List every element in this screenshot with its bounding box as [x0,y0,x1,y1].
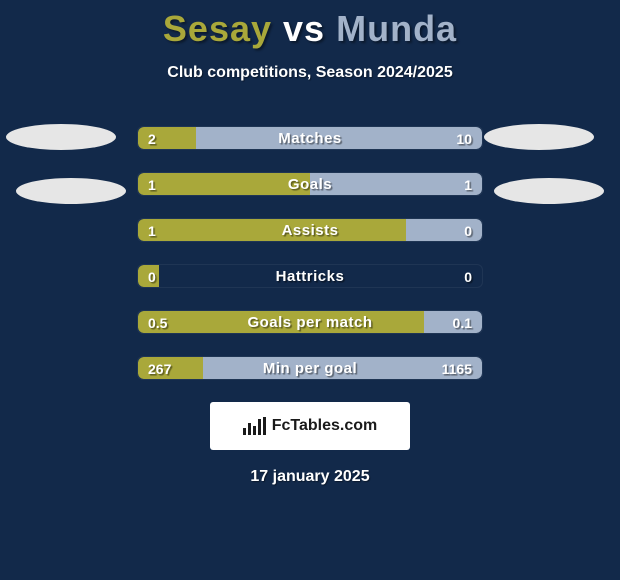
stat-label: Assists [138,219,482,241]
player2-name: Munda [336,8,457,49]
stat-label: Matches [138,127,482,149]
avatar-placeholder [494,178,604,204]
stat-row: 00Hattricks [137,264,483,288]
brand-text: FcTables.com [272,417,378,435]
subtitle: Club competitions, Season 2024/2025 [0,64,620,82]
avatar-placeholder [6,124,116,150]
brand-badge: FcTables.com [210,402,410,450]
avatar-placeholder [484,124,594,150]
stat-row: 210Matches [137,126,483,150]
date-text: 17 january 2025 [0,468,620,486]
stat-row: 11Goals [137,172,483,196]
brand-bars-icon [243,417,266,435]
vs-text: vs [283,8,325,49]
stats-bars: 210Matches 11Goals 10Assists 00Hattricks 0.5… [137,126,483,380]
player1-name: Sesay [163,8,272,49]
stat-label: Hattricks [138,265,482,287]
comparison-title: Sesay vs Munda [0,0,620,50]
stat-row: 0.50.1Goals per match [137,310,483,334]
stat-label: Min per goal [138,357,482,379]
stat-row: 10Assists [137,218,483,242]
avatar-placeholder [16,178,126,204]
stat-row: 2671165Min per goal [137,356,483,380]
stat-label: Goals [138,173,482,195]
stat-label: Goals per match [138,311,482,333]
